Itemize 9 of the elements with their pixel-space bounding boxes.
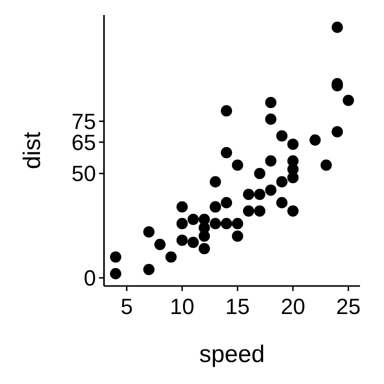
- x-tick-label: 5: [120, 294, 133, 319]
- x-tick-label: 10: [170, 294, 194, 319]
- x-tick-label: 15: [225, 294, 250, 319]
- y-tick-label: 0: [84, 266, 96, 291]
- x-tick-label: 25: [336, 294, 361, 319]
- x-axis-title: speed: [199, 341, 265, 368]
- y-axis-title: dist: [19, 132, 46, 170]
- y-tick-label: 50: [72, 161, 96, 186]
- x-tick-label: 20: [280, 294, 306, 319]
